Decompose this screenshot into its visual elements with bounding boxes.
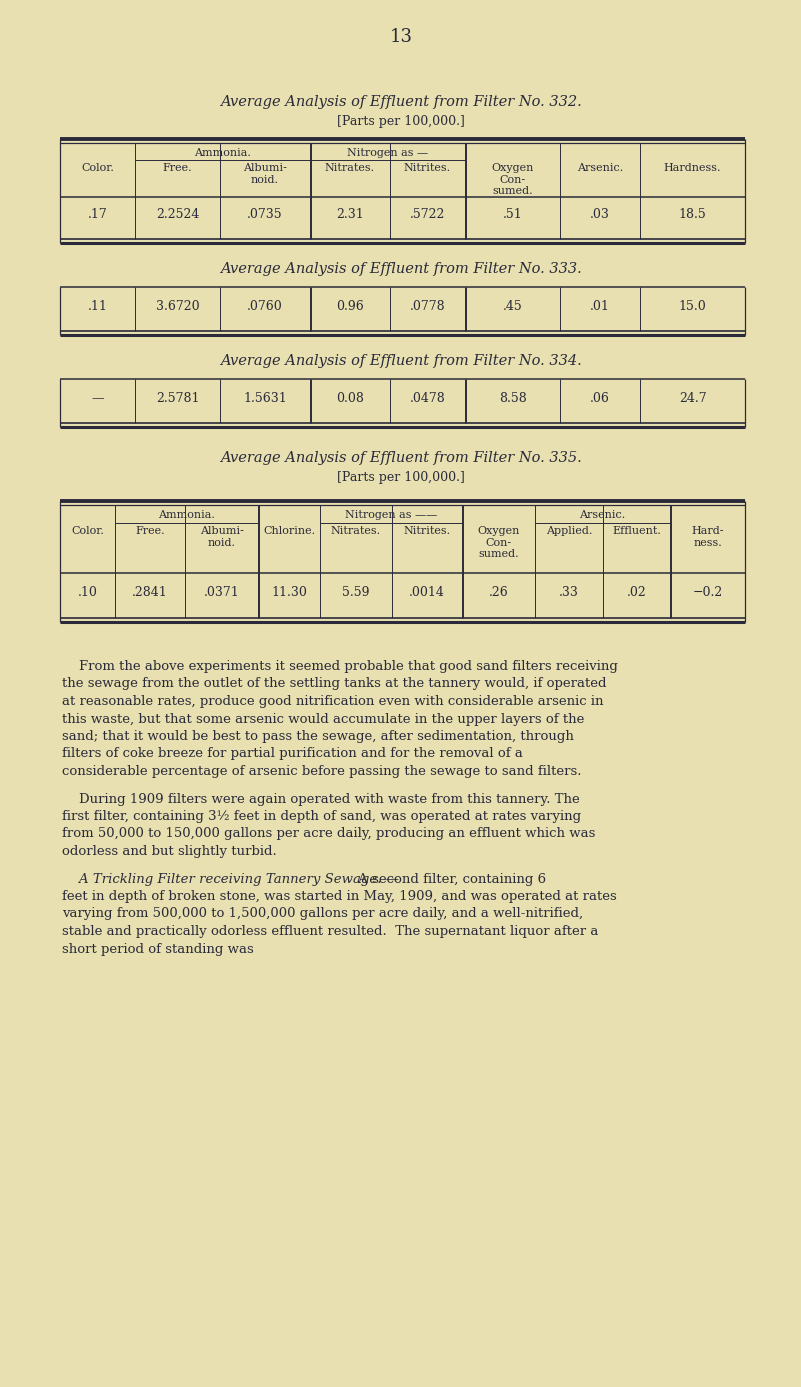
Text: .02: .02 [626, 585, 646, 599]
Text: Ammonia.: Ammonia. [158, 510, 215, 520]
Text: Nitrogen as ——: Nitrogen as —— [345, 510, 437, 520]
Text: stable and practically odorless effluent resulted.  The supernatant liquor after: stable and practically odorless effluent… [62, 925, 598, 938]
Text: .01: .01 [590, 301, 610, 313]
Text: Oxygen
Con-
sumed.: Oxygen Con- sumed. [491, 164, 533, 196]
Text: filters of coke breeze for partial purification and for the removal of a: filters of coke breeze for partial purif… [62, 748, 523, 760]
Text: .10: .10 [78, 585, 98, 599]
Text: Nitrogen as —: Nitrogen as — [347, 148, 428, 158]
Text: 2.5781: 2.5781 [155, 393, 199, 405]
Text: Albumi-
noid.: Albumi- noid. [243, 164, 287, 184]
Text: Average Analysis of Effluent from Filter No. 335.: Average Analysis of Effluent from Filter… [220, 451, 582, 465]
Text: Albumi-
noid.: Albumi- noid. [199, 526, 244, 548]
Text: .5722: .5722 [410, 208, 445, 222]
Text: Hard-
ness.: Hard- ness. [691, 526, 724, 548]
Text: .0478: .0478 [409, 393, 445, 405]
Text: .0371: .0371 [203, 585, 239, 599]
Text: —: — [91, 393, 104, 405]
Text: .0778: .0778 [409, 301, 445, 313]
Text: Free.: Free. [163, 164, 192, 173]
Text: .26: .26 [489, 585, 509, 599]
Text: Arsenic.: Arsenic. [579, 510, 626, 520]
Text: 3.6720: 3.6720 [155, 301, 199, 313]
Text: .45: .45 [502, 301, 522, 313]
Text: 15.0: 15.0 [678, 301, 706, 313]
Text: from 50,000 to 150,000 gallons per acre daily, producing an effluent which was: from 50,000 to 150,000 gallons per acre … [62, 828, 595, 841]
Text: .2841: .2841 [132, 585, 168, 599]
Text: this waste, but that some arsenic would accumulate in the upper layers of the: this waste, but that some arsenic would … [62, 713, 585, 725]
Text: Nitrites.: Nitrites. [404, 526, 450, 535]
Text: considerable percentage of arsenic before passing the sewage to sand filters.: considerable percentage of arsenic befor… [62, 766, 582, 778]
Text: at reasonable rates, produce good nitrification even with considerable arsenic i: at reasonable rates, produce good nitrif… [62, 695, 603, 707]
Text: 2.2524: 2.2524 [156, 208, 199, 222]
Text: Free.: Free. [135, 526, 165, 535]
Text: During 1909 filters were again operated with waste from this tannery. The: During 1909 filters were again operated … [62, 792, 580, 806]
Text: 18.5: 18.5 [678, 208, 706, 222]
Text: 8.58: 8.58 [499, 393, 526, 405]
Text: 0.96: 0.96 [336, 301, 364, 313]
Text: 0.08: 0.08 [336, 393, 364, 405]
Text: Average Analysis of Effluent from Filter No. 333.: Average Analysis of Effluent from Filter… [220, 262, 582, 276]
Text: 13: 13 [389, 28, 413, 46]
Text: Ammonia.: Ammonia. [194, 148, 251, 158]
Text: Average Analysis of Effluent from Filter No. 334.: Average Analysis of Effluent from Filter… [220, 354, 582, 368]
Text: Applied.: Applied. [545, 526, 592, 535]
Text: Chlorine.: Chlorine. [263, 526, 315, 535]
Text: first filter, containing 3½ feet in depth of sand, was operated at rates varying: first filter, containing 3½ feet in dept… [62, 810, 581, 822]
Text: 5.59: 5.59 [342, 585, 370, 599]
Text: .03: .03 [590, 208, 610, 222]
Text: Average Analysis of Effluent from Filter No. 332.: Average Analysis of Effluent from Filter… [220, 94, 582, 110]
Text: .17: .17 [87, 208, 107, 222]
Text: Nitrates.: Nitrates. [325, 164, 375, 173]
Text: Color.: Color. [71, 526, 104, 535]
Text: Oxygen
Con-
sumed.: Oxygen Con- sumed. [477, 526, 520, 559]
Text: .11: .11 [87, 301, 107, 313]
Text: 11.30: 11.30 [271, 585, 307, 599]
Text: Effluent.: Effluent. [612, 526, 661, 535]
Text: .51: .51 [502, 208, 522, 222]
Text: −0.2: −0.2 [692, 585, 723, 599]
Text: 2.31: 2.31 [336, 208, 364, 222]
Text: varying from 500,000 to 1,500,000 gallons per acre daily, and a well-nitrified,: varying from 500,000 to 1,500,000 gallon… [62, 907, 583, 921]
Text: .0735: .0735 [248, 208, 283, 222]
Text: .06: .06 [590, 393, 610, 405]
Text: A Trickling Filter receiving Tannery Sewage. —: A Trickling Filter receiving Tannery Sew… [62, 872, 399, 885]
Text: Hardness.: Hardness. [664, 164, 721, 173]
Text: [Parts per 100,000.]: [Parts per 100,000.] [337, 472, 465, 484]
Text: [Parts per 100,000.]: [Parts per 100,000.] [337, 115, 465, 129]
Text: .0014: .0014 [409, 585, 445, 599]
Text: the sewage from the outlet of the settling tanks at the tannery would, if operat: the sewage from the outlet of the settli… [62, 677, 606, 691]
Text: 1.5631: 1.5631 [244, 393, 287, 405]
Text: odorless and but slightly turbid.: odorless and but slightly turbid. [62, 845, 277, 859]
Text: From the above experiments it seemed probable that good sand filters receiving: From the above experiments it seemed pro… [62, 660, 618, 673]
Text: short period of standing was: short period of standing was [62, 943, 254, 956]
Text: .0760: .0760 [248, 301, 283, 313]
Text: Nitrites.: Nitrites. [404, 164, 451, 173]
Text: sand; that it would be best to pass the sewage, after sedimentation, through: sand; that it would be best to pass the … [62, 730, 574, 743]
Text: .33: .33 [559, 585, 579, 599]
Text: Nitrates.: Nitrates. [331, 526, 381, 535]
Text: Color.: Color. [81, 164, 114, 173]
Text: feet in depth of broken stone, was started in May, 1909, and was operated at rat: feet in depth of broken stone, was start… [62, 890, 617, 903]
Text: A second filter, containing 6: A second filter, containing 6 [355, 872, 546, 885]
Text: 24.7: 24.7 [678, 393, 706, 405]
Text: Arsenic.: Arsenic. [577, 164, 623, 173]
